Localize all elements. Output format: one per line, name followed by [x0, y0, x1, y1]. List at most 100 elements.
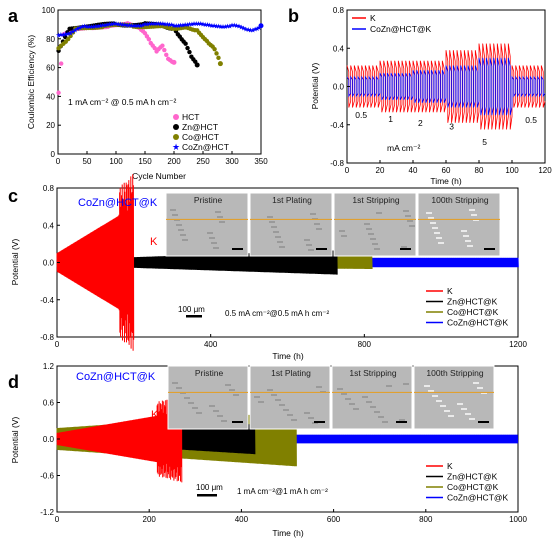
data-point-CoZn@HCT: ★ — [218, 23, 224, 31]
data-point-CoZn@HCT: ★ — [240, 24, 246, 32]
data-point-CoZn@HCT: ★ — [250, 27, 256, 35]
sem-scale-bar — [316, 248, 327, 250]
data-point-CoZn@HCT: ★ — [135, 22, 141, 30]
data-point-Co@HCT — [216, 55, 221, 61]
legend-label: Co@HCT@K — [447, 307, 499, 317]
legend-marker: ★ — [172, 142, 180, 152]
panel-a-xlabel: Cycle Number — [132, 171, 186, 181]
data-point-CoZn@HCT: ★ — [166, 21, 172, 29]
sem-texture — [444, 410, 450, 412]
data-point-CoZn@HCT: ★ — [124, 21, 130, 29]
sem-texture — [180, 234, 186, 236]
sem-texture — [213, 410, 219, 412]
sem-texture — [374, 248, 380, 250]
data-point-CoZn@HCT: ★ — [70, 28, 76, 36]
panel-b-ticks: 0 20 40 60 80 100 120 -0.8 -0.4 0.0 0.4 0.8 — [330, 6, 552, 175]
panel-d-scale-bar-label: 100 μm — [196, 483, 223, 492]
sem-texture — [364, 223, 370, 225]
sem-texture — [217, 415, 223, 417]
sem-texture — [440, 405, 446, 407]
sem-texture — [436, 237, 442, 239]
x-tick-label: 60 — [442, 166, 451, 175]
sem-texture — [467, 245, 473, 247]
data-point-CoZn@HCT: ★ — [88, 23, 94, 31]
data-point-CoZn@HCT: ★ — [140, 22, 146, 30]
data-point-CoZn@HCT: ★ — [189, 20, 195, 28]
panel-c-condition: 0.5 mA cm⁻²@0.5 mA h cm⁻² — [225, 309, 329, 318]
data-point-CoZn@HCT: ★ — [162, 20, 168, 28]
data-point-CoZn@HCT: ★ — [231, 22, 237, 30]
x-tick-label: 400 — [235, 515, 249, 524]
data-point-Co@HCT — [217, 61, 223, 67]
data-point-HCT — [162, 47, 167, 53]
sem-texture — [215, 211, 221, 213]
panel-c-letter: c — [8, 186, 18, 206]
sem-texture — [436, 400, 442, 402]
y-tick-label: -0.8 — [330, 159, 344, 168]
sem-label: 100th Stripping — [431, 195, 488, 205]
sem-texture — [432, 227, 438, 229]
panel-c: c 0 400 800 1200 -0.8 -0.4 0.0 0.4 0.8 Pristine 1… — [8, 174, 527, 361]
sem-texture — [386, 385, 392, 387]
data-point-CoZn@HCT: ★ — [195, 20, 201, 28]
sem-label: 100th Stripping — [426, 368, 483, 378]
sem-texture — [382, 421, 388, 423]
data-point-CoZn@HCT: ★ — [133, 22, 139, 30]
panel-c-scale-bar — [186, 315, 202, 318]
x-tick-label: 400 — [204, 340, 218, 349]
panel-d-ticks: 0 200 400 600 800 1000 -1.2 -0.6 0.0 0.6 1.2 — [40, 362, 527, 524]
data-point-CoZn@HCT: ★ — [74, 25, 80, 33]
y-tick-label: 0 — [51, 150, 56, 159]
data-point-CoZn@HCT: ★ — [236, 23, 242, 31]
sem-texture — [192, 407, 198, 409]
panel-b-marks — [346, 43, 546, 130]
panel-c-sem-images: Pristine 1st Plating 1st Stripping 100th St… — [165, 192, 501, 257]
data-point-CoZn@HCT: ★ — [178, 22, 184, 30]
sem-texture — [407, 220, 413, 222]
sem-texture — [211, 242, 217, 244]
data-point-CoZn@HCT: ★ — [63, 31, 69, 39]
data-point-CoZn@HCT: ★ — [122, 21, 128, 29]
data-point-CoZn@HCT: ★ — [72, 27, 78, 35]
legend-label: Zn@HCT@K — [447, 472, 498, 482]
data-point-CoZn@HCT: ★ — [106, 21, 112, 29]
sem-texture — [372, 243, 378, 245]
x-tick-label: 1200 — [509, 340, 527, 349]
sem-texture — [403, 210, 409, 212]
data-point-CoZn@HCT: ★ — [171, 22, 177, 30]
data-point-CoZn@HCT: ★ — [184, 21, 190, 29]
data-point-CoZn@HCT: ★ — [108, 20, 114, 28]
sem-texture — [432, 395, 438, 397]
panel-d-heading: CoZn@HCT@K — [76, 371, 156, 383]
sem-texture — [308, 417, 314, 419]
sem-texture — [314, 223, 320, 225]
x-tick-label: 800 — [358, 340, 372, 349]
y-tick-label: 40 — [46, 92, 55, 101]
data-point-CoZn@HCT: ★ — [202, 21, 208, 29]
sem-texture — [213, 247, 219, 249]
sem-image — [333, 192, 417, 257]
sem-texture — [275, 236, 281, 238]
x-tick-label: 120 — [538, 166, 552, 175]
y-tick-label: -0.8 — [40, 333, 54, 342]
sem-texture — [221, 420, 227, 422]
x-tick-label: 0 — [55, 340, 60, 349]
panel-c-ticks: 0 400 800 1200 -0.8 -0.4 0.0 0.4 0.8 — [40, 184, 527, 349]
panel-a-ylabel: Coulombic Efficiency (%) — [26, 35, 36, 129]
rate-label: 0.5 — [525, 115, 537, 125]
panel-a-ticks: 0 50 100 150 200 250 300 350 0 20 40 60 80 100 — [42, 6, 269, 166]
panel-b-letter: b — [288, 6, 299, 26]
data-point-CoZn@HCT: ★ — [144, 20, 150, 28]
panel-c-heading: CoZn@HCT@K — [78, 197, 158, 209]
data-point-CoZn@HCT: ★ — [164, 21, 170, 29]
data-point-Zn@HCT — [185, 45, 190, 51]
panel-b-ylabel: Potential (V) — [310, 62, 320, 109]
data-point-CoZn@HCT: ★ — [84, 23, 90, 31]
panel-a-annotation: 1 mA cm⁻² @ 0.5 mA h cm⁻² — [68, 97, 176, 107]
panel-d-sem-images: Pristine 1st Plating 1st Stripping 100th St… — [167, 365, 495, 430]
x-tick-label: 0 — [345, 166, 350, 175]
data-point-CoZn@HCT: ★ — [169, 21, 175, 29]
